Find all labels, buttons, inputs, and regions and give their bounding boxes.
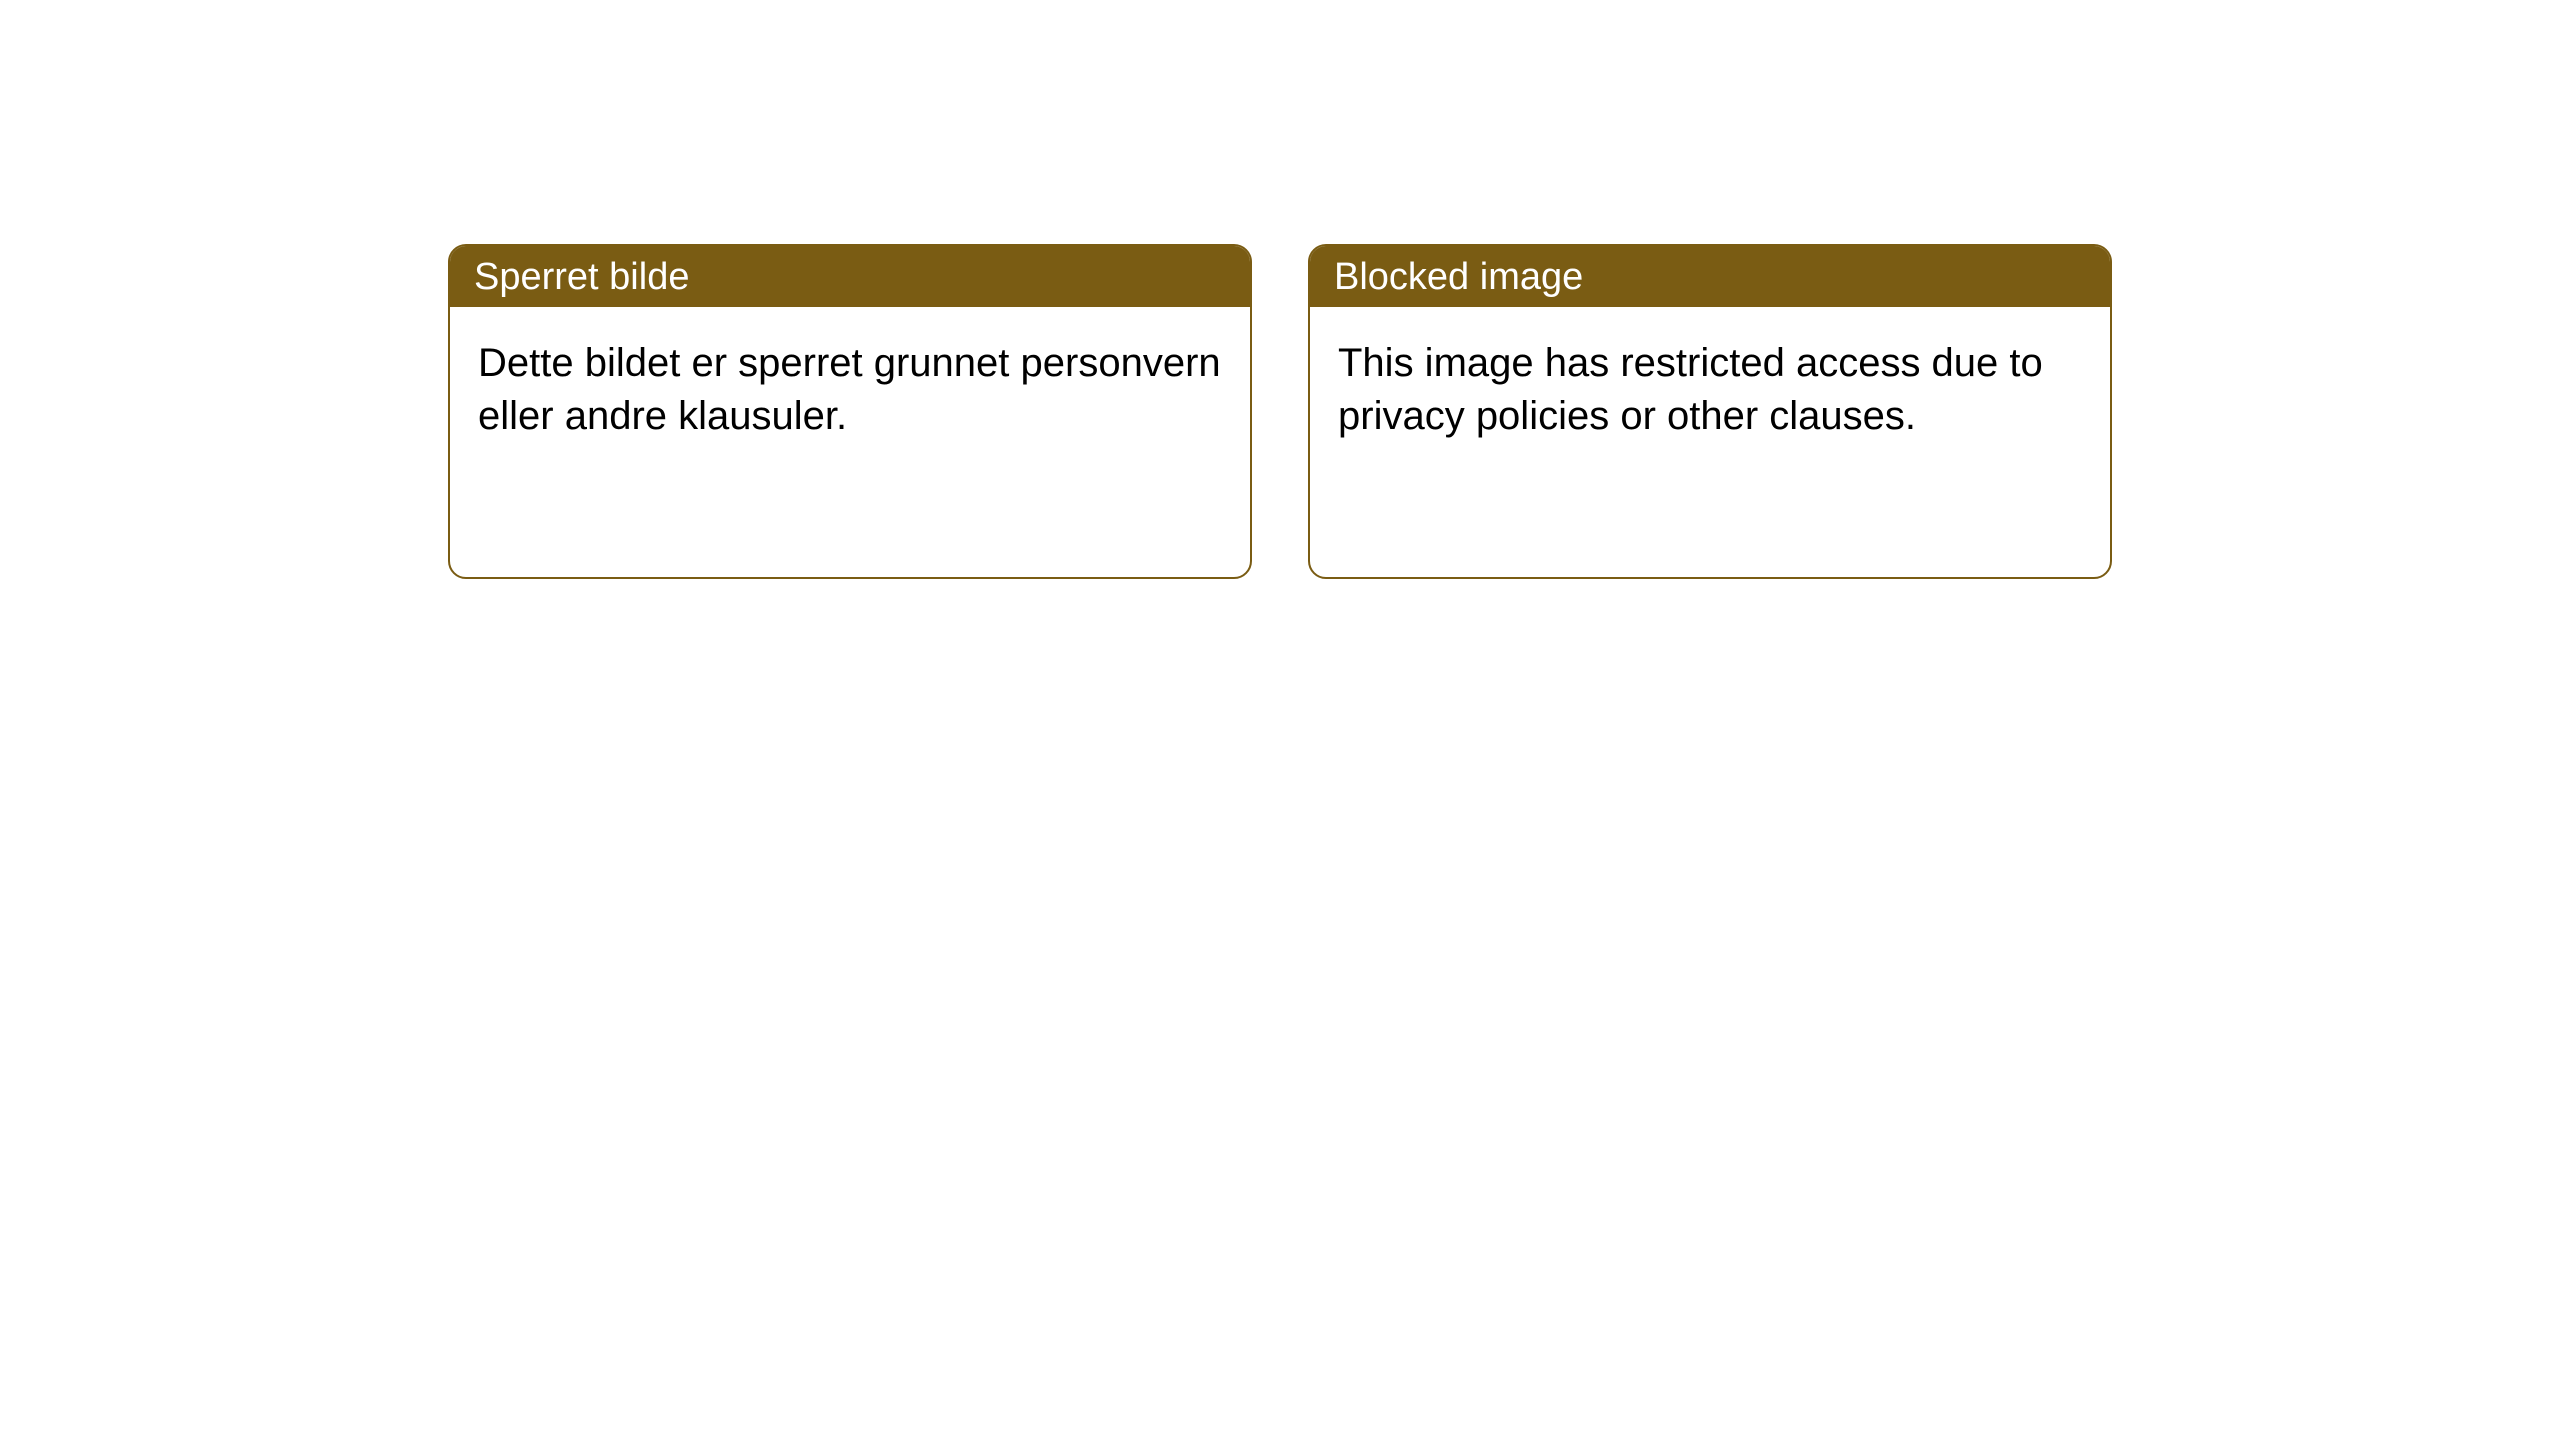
- notice-card-norwegian: Sperret bilde Dette bildet er sperret gr…: [448, 244, 1252, 579]
- notice-header-english: Blocked image: [1310, 246, 2110, 307]
- notice-body-english: This image has restricted access due to …: [1310, 307, 2110, 577]
- notice-card-english: Blocked image This image has restricted …: [1308, 244, 2112, 579]
- blocked-image-notice-container: Sperret bilde Dette bildet er sperret gr…: [448, 244, 2112, 579]
- notice-header-norwegian: Sperret bilde: [450, 246, 1250, 307]
- notice-body-norwegian: Dette bildet er sperret grunnet personve…: [450, 307, 1250, 577]
